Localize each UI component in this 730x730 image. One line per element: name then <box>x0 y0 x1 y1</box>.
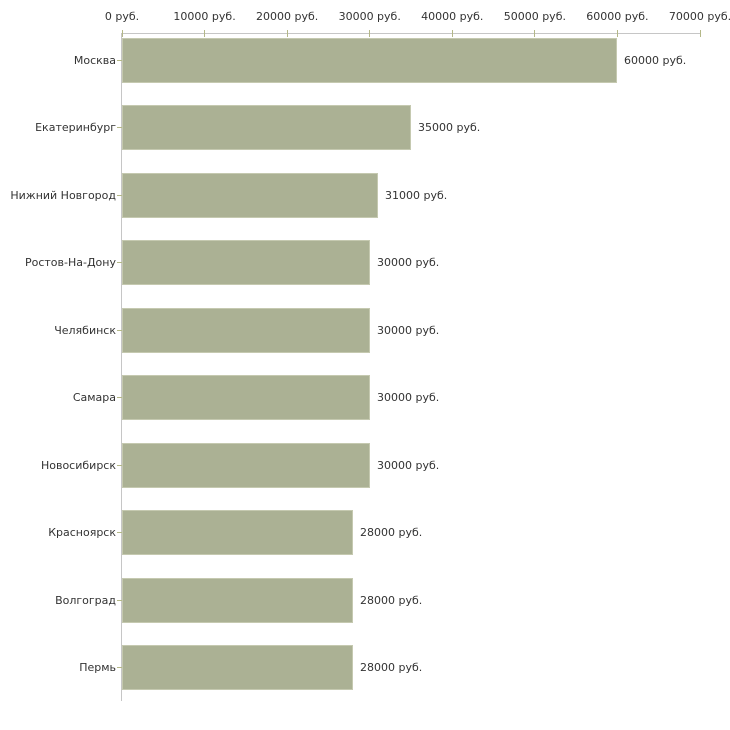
x-tick-mark <box>451 30 453 37</box>
y-tick-mark <box>117 667 122 668</box>
y-tick-mark <box>117 127 122 128</box>
x-tick-mark <box>534 30 536 37</box>
bar <box>122 442 370 488</box>
y-tick-mark <box>117 329 122 331</box>
bar <box>122 105 411 150</box>
bar <box>122 240 370 285</box>
category-label: Самара <box>72 391 116 404</box>
y-tick-mark <box>117 262 122 263</box>
x-tick-label: 10000 руб. <box>173 10 236 23</box>
x-tick-mark <box>699 30 701 37</box>
y-tick-mark <box>117 532 122 533</box>
x-tick-mark <box>616 30 618 37</box>
value-label: 30000 руб. <box>377 256 440 269</box>
value-label: 28000 руб. <box>360 593 423 607</box>
y-tick-mark <box>117 59 122 61</box>
value-label: 31000 руб. <box>385 188 448 202</box>
bar <box>122 375 370 420</box>
category-label: Екатеринбург <box>35 121 116 134</box>
category-label: Пермь <box>79 661 116 674</box>
x-axis-line <box>121 33 701 34</box>
x-tick-label: 0 руб. <box>104 10 140 23</box>
y-axis-line <box>121 33 122 701</box>
bar <box>122 645 353 690</box>
category-label: Нижний Новгород <box>10 188 116 202</box>
value-label: 28000 руб. <box>360 526 423 539</box>
bar <box>122 510 353 555</box>
category-label: Красноярск <box>48 526 116 539</box>
value-label: 60000 руб. <box>624 53 687 67</box>
bar <box>122 577 353 623</box>
value-label: 30000 руб. <box>377 458 440 472</box>
y-tick-mark <box>117 397 122 398</box>
x-tick-label: 60000 руб. <box>586 10 649 23</box>
y-tick-mark <box>117 194 122 196</box>
x-tick-mark <box>286 30 288 37</box>
x-tick-mark <box>369 30 371 37</box>
x-tick-label: 30000 руб. <box>338 10 401 23</box>
value-label: 35000 руб. <box>418 121 481 134</box>
x-tick-label: 70000 руб. <box>668 10 730 23</box>
value-label: 30000 руб. <box>377 391 440 404</box>
value-label: 28000 руб. <box>360 661 423 674</box>
x-tick-label: 50000 руб. <box>503 10 566 23</box>
y-tick-mark <box>117 464 122 466</box>
y-tick-mark <box>117 599 122 601</box>
bar <box>122 37 617 83</box>
category-label: Новосибирск <box>40 458 116 472</box>
bar <box>122 172 378 218</box>
x-tick-mark <box>121 30 123 37</box>
x-tick-mark <box>204 30 206 37</box>
x-tick-label: 20000 руб. <box>256 10 319 23</box>
category-label: Москва <box>73 53 116 67</box>
x-tick-label: 40000 руб. <box>421 10 484 23</box>
bar <box>122 307 370 353</box>
category-label: Волгоград <box>55 593 116 607</box>
value-label: 30000 руб. <box>377 323 440 337</box>
category-label: Ростов-На-Дону <box>24 256 116 269</box>
category-label: Челябинск <box>54 323 116 337</box>
